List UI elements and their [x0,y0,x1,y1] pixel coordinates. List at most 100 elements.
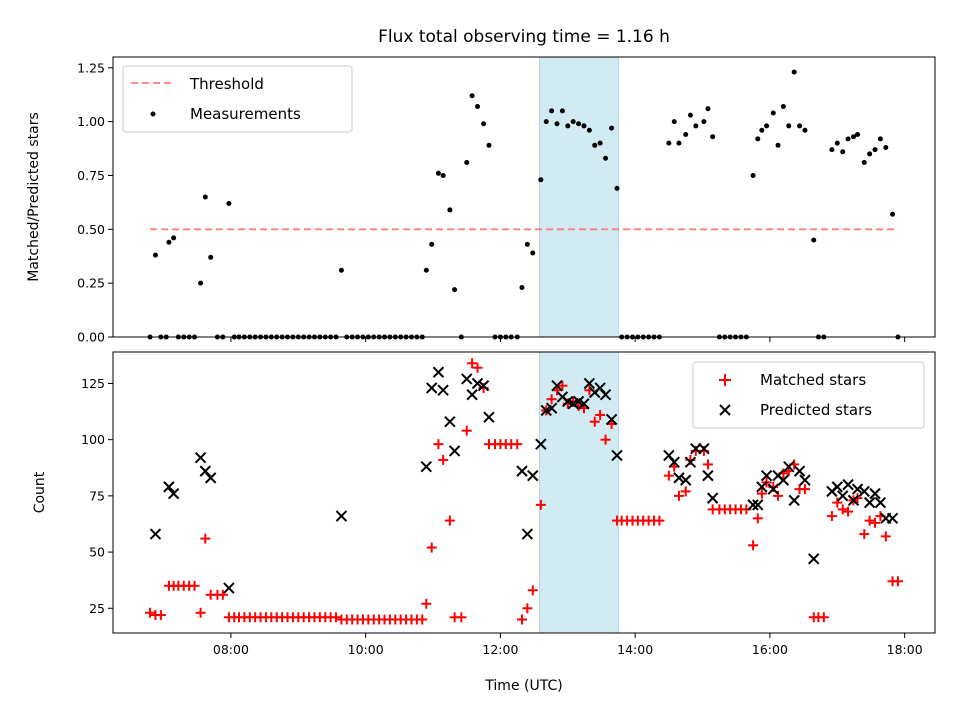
measurement-point [171,235,177,241]
measurement-point [576,121,582,127]
measurement-point [671,119,677,125]
measurement-point [883,144,889,150]
measurement-point [166,239,172,245]
predicted-star-point [777,474,790,486]
matched-star-point [456,612,467,623]
predicted-star-point [461,373,473,385]
measurement-point [780,104,786,110]
measurement-point [338,267,344,273]
bottom-panel: 25 50 75 100 125 08:00 10:00 12:00 14:00 16:00 18… [32,351,936,694]
predicted-star-point [760,469,773,482]
matched-star-point [852,493,863,504]
measurement-point [570,119,576,125]
measurement-point [834,140,840,146]
chart-title: Flux total observing time = 1.16 h [378,27,670,47]
measurement-point [797,123,803,129]
measurement-point [581,123,587,129]
predicted-star-point [808,553,820,565]
matched-star-point [145,607,156,618]
predicted-star-point [706,492,719,504]
measurement-point [786,123,792,129]
matched-stars-series [145,358,903,625]
measurement-point [676,140,682,146]
matched-star-point [426,542,437,553]
x-tick-label: 10:00 [348,642,384,657]
x-tick-label: 18:00 [887,642,923,657]
predicted-star-point [466,389,478,401]
measurement-point [666,140,672,146]
predicted-star-point [194,451,207,464]
predicted-star-point [858,485,870,498]
measurements-legend-label: Measurements [190,105,301,123]
measurement-point [464,160,470,166]
matched-star-point [217,589,228,600]
matched-star-point [200,533,211,544]
predicted-star-point [799,474,811,486]
bottom-x-ticks: 08:00 10:00 12:00 14:00 16:00 18:00 [213,633,923,657]
measurement-point [802,127,808,133]
matched-star-point [654,515,665,526]
measurement-point [867,151,873,157]
measurement-point [705,106,711,112]
matched-star-point [826,511,837,522]
matched-star-point [799,484,810,495]
measurement-point [226,200,232,206]
matched-star-point [832,497,843,508]
measurement-point [543,119,549,125]
matched-star-point [837,504,848,515]
matched-star-point [748,540,759,551]
predicted-star-point [167,487,180,500]
top-y-tick-label: 0.75 [77,168,105,183]
predicted-star-point [516,465,528,477]
predicted-star-point [747,499,759,511]
measurement-point [845,136,851,142]
matched-star-point [444,515,455,526]
measurement-point [855,132,861,138]
matched-star-point [472,362,483,373]
predicted-star-point [578,397,590,410]
matched-star-point [546,394,557,405]
top-y-tick-label: 1.00 [77,114,105,129]
measurement-point [559,108,565,114]
predicted-star-point [605,413,618,426]
matched-star-point [880,531,891,542]
matched-star-point [417,614,428,625]
measurement-point [609,125,615,131]
matched-star-point [864,515,875,526]
measurement-point [770,110,776,116]
matched-star-point [527,585,538,596]
x-tick-label: 16:00 [752,642,788,657]
measurement-point [530,250,536,256]
measurement-point [486,142,492,148]
predicted-star-point [535,438,547,450]
predicted-star-point [874,496,887,509]
matched-star-point [331,612,342,623]
measurement-point [775,142,781,148]
top-x-ticks [230,337,906,342]
matched-star-point [818,612,829,623]
measurement-point [469,93,475,99]
measurement-point [693,123,699,129]
measurement-point [519,284,525,290]
matched-star-point [752,513,763,524]
predicted-star-point [223,582,235,594]
measurement-point [198,280,204,286]
predicted-star-point [698,442,710,455]
predicted-star-point [831,481,844,493]
predicted-star-point [788,494,800,507]
predicted-star-point [551,380,563,392]
predicted-star-point [673,472,685,484]
measurement-point [840,149,846,155]
predicted-star-point [599,389,612,401]
matched-star-point [535,499,546,510]
matched-star-point [438,454,449,465]
matched-star-point [189,580,200,591]
predicted-star-point [668,456,680,468]
top-shaded-region [538,56,619,338]
matched-star-point [512,439,523,450]
bottom-y-tick-label: 125 [81,376,105,391]
measurement-point [759,127,765,133]
matched-star-point [673,490,684,501]
bottom-axes-frame [112,351,936,634]
predicted-star-point [752,499,764,511]
